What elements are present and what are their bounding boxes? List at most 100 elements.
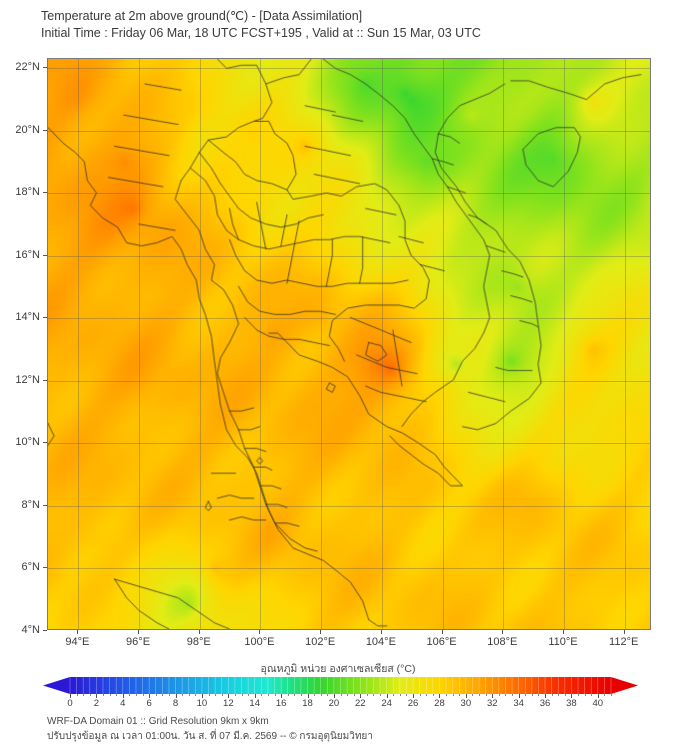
colorbar-title: อุณหภูมิ หน่วย องศาเซลเซียส (°C) [260,663,416,675]
x-axis-tick [138,630,140,634]
colorbar-minor-tick [558,694,560,696]
y-axis-tick [43,567,47,569]
colorbar-tick-label: 10 [196,698,208,709]
colorbar-minor-tick [373,694,375,696]
colorbar-major-tick [122,694,124,698]
y-axis-label: 20°N [15,123,40,136]
footer-line-update-credit: ปรับปรุงข้อมูล ณ เวลา 01:00น. วัน ส. ที่… [47,731,373,742]
colorbar-minor-tick [393,694,395,696]
footer-line-model-info: WRF-DA Domain 01 :: Grid Resolution 9km … [47,716,269,727]
colorbar-minor-tick [426,694,428,696]
x-axis-label: 96°E [126,636,151,648]
colorbar-tick-label: 28 [434,698,445,709]
colorbar-minor-tick [485,694,487,696]
y-axis-tick [43,67,47,69]
y-axis-label: 8°N [21,498,40,511]
colorbar-minor-tick [366,694,368,696]
colorbar-major-tick [149,694,151,698]
colorbar-major-tick [201,694,203,698]
colorbar-gradient [43,677,638,694]
colorbar-major-tick [254,694,256,698]
y-axis-tick [43,504,47,506]
y-axis-tick [43,630,47,631]
colorbar-minor-tick [611,694,612,696]
colorbar-minor-tick [512,694,514,696]
colorbar-axis: 0 2 4 6 8 10 12 14 16 18 20 22 24 26 28 30 32 34 36 38 40 [43,694,638,710]
colorbar-minor-tick [274,694,276,696]
colorbar-minor-tick [578,694,579,696]
colorbar-minor-tick [221,694,223,696]
colorbar-minor-tick [406,694,408,696]
colorbar-tick-label: 16 [275,698,287,709]
colorbar-minor-tick [188,694,190,696]
y-axis-tick [43,254,47,256]
x-axis-label: 94°E [65,636,90,648]
y-axis-label: 4°N [21,624,40,636]
y-axis-label: 18°N [15,186,40,199]
colorbar-minor-tick [452,694,454,696]
footer-block: WRF-DA Domain 01 :: Grid Resolution 9km … [47,714,647,744]
y-axis-tick [43,442,47,444]
colorbar-major-tick [175,694,177,698]
colorbar-major-tick [96,694,98,698]
y-axis-label: 12°N [15,373,40,386]
colorbar-minor-tick [116,694,118,696]
colorbar-minor-tick [399,694,401,696]
colorbar-minor-tick [89,694,91,696]
colorbar-max-extend-arrow [611,677,638,694]
colorbar-minor-tick [340,694,342,696]
y-axis-label: 6°N [21,561,40,574]
colorbar-minor-tick [168,694,170,696]
colorbar-tick-label: 26 [407,698,419,709]
colorbar-major-tick [518,694,520,698]
x-axis-label: 108°E [487,636,518,648]
colorbar-minor-tick [314,694,316,696]
x-axis-tick [623,630,625,634]
colorbar-svg [43,677,638,694]
colorbar-minor-tick [604,694,606,696]
y-axis-label: 14°N [15,311,40,324]
colorbar-tick-label: 6 [146,698,152,709]
colorbar-major-tick [386,694,388,698]
colorbar-minor-tick [83,694,85,696]
colorbar-major-tick [333,694,335,698]
colorbar-major-tick [492,694,494,698]
colorbar-minor-tick [380,694,382,696]
colorbar-tick-label: 40 [592,698,604,709]
colorbar-major-tick [465,694,467,698]
colorbar-minor-tick [300,694,302,696]
colorbar-tick-label: 36 [539,698,551,709]
y-axis-label: 22°N [15,61,40,74]
colorbar-minor-tick [155,694,157,696]
chart-title-block: Temperature at 2m above ground(℃) - [Dat… [41,8,641,42]
x-axis-label: 98°E [186,636,211,648]
y-axis-tick [43,379,47,381]
colorbar-minor-tick [208,694,210,696]
x-axis-tick [259,630,261,634]
colorbar-major-tick [70,694,71,698]
colorbar-body [70,677,611,694]
colorbar-tick-label: 22 [354,698,366,709]
colorbar-minor-tick [142,694,144,696]
colorbar-minor-tick [564,694,566,696]
temperature-field-canvas [48,59,650,629]
colorbar-major-tick [281,694,283,698]
colorbar-minor-tick [584,694,586,696]
colorbar-minor-tick [261,694,263,696]
x-axis-tick [198,630,200,634]
colorbar-major-tick [439,694,441,698]
colorbar-major-tick [413,694,415,698]
colorbar-tick-label: 34 [513,698,524,709]
colorbar-minor-tick [498,694,500,696]
colorbar-tick-label: 2 [93,698,100,709]
colorbar-minor-tick [109,694,111,696]
y-axis-tick [43,129,47,131]
colorbar-minor-tick [320,694,322,696]
colorbar-minor-tick [525,694,527,696]
chart-title-line-2: Initial Time : Friday 06 Mar, 18 UTC FCS… [41,26,481,40]
temperature-map-panel [47,58,651,630]
colorbar-tick-label: 0 [67,698,73,709]
colorbar-minor-tick [102,694,104,696]
x-axis-label: 102°E [305,636,336,648]
x-axis-tick [441,630,443,634]
